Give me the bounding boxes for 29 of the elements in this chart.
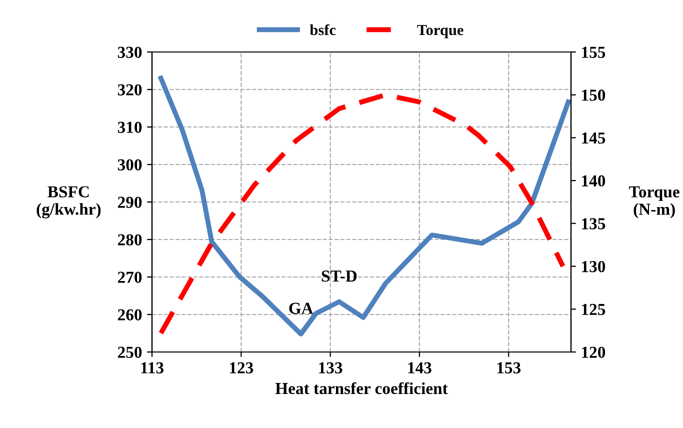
legend-label: Torque	[417, 24, 464, 38]
y-axis-title: BSFC (g/kw.hr)	[36, 186, 101, 218]
y2-tick-label: 150	[582, 90, 606, 101]
y-tick-label: 320	[118, 84, 142, 96]
x-tick-label: 133	[319, 362, 342, 374]
x-tick-label: 153	[497, 362, 521, 374]
y2-tick-label: 120	[582, 346, 606, 358]
y-tick-label: 290	[118, 196, 142, 208]
y2-tick-label: 145	[582, 132, 606, 144]
x-tick-label: 143	[408, 362, 432, 374]
y2-tick-label: 135	[582, 218, 606, 230]
y-tick-label: 330	[118, 46, 142, 58]
y2-tick-label: 125	[582, 304, 606, 316]
annotation: GA	[289, 302, 314, 314]
y-tick-label: 260	[118, 309, 142, 320]
x-axis-title: Heat tarnsfer coefficient	[275, 382, 448, 394]
y-tick-label: 270	[118, 272, 142, 283]
x-tick-label: 123	[230, 362, 254, 374]
y2-tick-label: 140	[582, 175, 606, 187]
y-tick-label: 250	[118, 346, 142, 358]
y-tick-label: 280	[118, 234, 142, 246]
y2-axis-title: Torque (N-m)	[629, 186, 680, 218]
annotation: ST-D	[322, 270, 357, 282]
y2-tick-label: 155	[582, 46, 606, 58]
y-tick-label: 310	[118, 122, 142, 133]
x-tick-label: 113	[141, 362, 164, 374]
y-tick-label: 300	[118, 159, 142, 170]
y2-tick-label: 130	[582, 260, 606, 272]
legend-label: bsfc	[310, 24, 336, 36]
